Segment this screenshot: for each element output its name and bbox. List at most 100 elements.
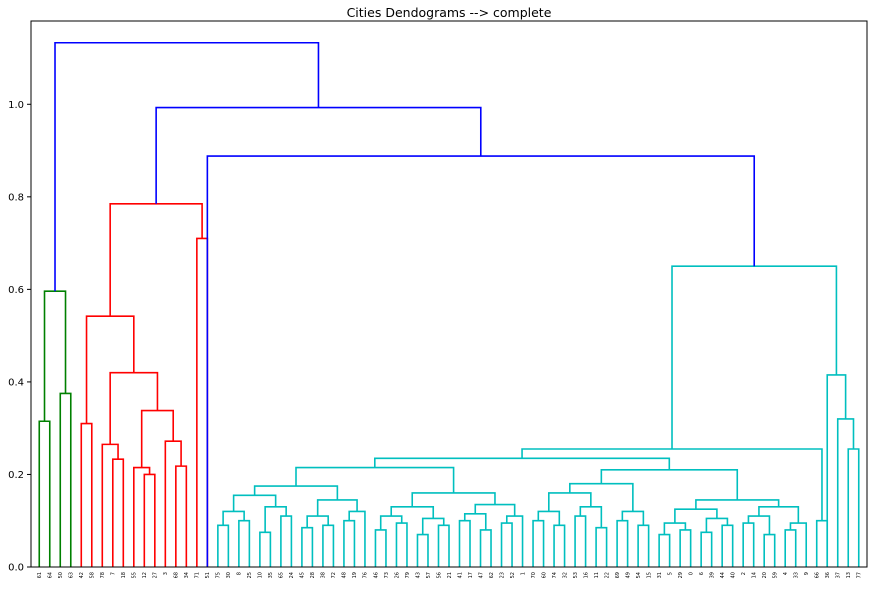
- leaf-label: 23: [499, 572, 505, 578]
- leaf-label: 19: [352, 572, 358, 578]
- leaf-label: 68: [174, 572, 180, 578]
- y-tick-label: 0.6: [8, 285, 24, 296]
- dendrogram-link: [537, 510, 561, 526]
- y-tick-label: 0.8: [8, 192, 24, 203]
- leaf-label: 51: [205, 572, 211, 578]
- dendrogram-link: [54, 41, 320, 292]
- dendrogram-link: [348, 510, 366, 567]
- leaf-label: 60: [541, 572, 547, 578]
- dendrogram-link: [316, 499, 358, 517]
- leaf-label: 33: [794, 572, 800, 578]
- leaf-label: 74: [552, 572, 558, 578]
- leaf-label: 63: [69, 572, 75, 578]
- leaf-label: 31: [657, 572, 663, 578]
- dendrogram-link: [295, 466, 455, 493]
- dendrogram-link: [38, 420, 51, 567]
- leaf-label: 72: [331, 572, 337, 578]
- leaf-label: 32: [562, 572, 568, 578]
- dendrogram-link: [553, 524, 566, 567]
- dendrogram-link: [826, 374, 847, 567]
- leaf-label: 73: [384, 572, 390, 578]
- dendrogram-link: [306, 515, 329, 528]
- dendrogram-link: [721, 524, 734, 567]
- leaf-label: 6: [699, 572, 705, 575]
- leaf-label: 52: [510, 572, 516, 578]
- leaf-label: 39: [709, 572, 715, 578]
- leaf-label: 3: [163, 572, 169, 575]
- leaf-label: 75: [216, 572, 222, 578]
- leaf-label: 9: [804, 572, 810, 575]
- dendrogram-link: [458, 519, 471, 567]
- dendrogram-link: [532, 519, 545, 567]
- leaf-label: 10: [258, 572, 264, 578]
- plot-background: [31, 21, 867, 567]
- dendrogram-link: [133, 466, 151, 567]
- leaf-label: 20: [762, 572, 768, 578]
- leaf-label: 42: [79, 572, 85, 578]
- leaf-label: 79: [405, 572, 411, 578]
- dendrogram-link: [437, 524, 450, 567]
- leaf-label: 40: [730, 572, 736, 578]
- dendrogram-link: [574, 515, 587, 567]
- dendrogram-link: [322, 524, 335, 567]
- dendrogram-link: [637, 524, 650, 567]
- chart-title: Cities Dendograms --> complete: [347, 5, 552, 20]
- leaf-label: 46: [373, 572, 379, 578]
- dendrogram-link: [232, 494, 277, 512]
- leaf-label: 55: [132, 572, 138, 578]
- leaf-label: 65: [279, 572, 285, 578]
- x-axis: 61 64 50 63 42 58 78 7 18 55 12 27 3 68 34 71 51 75 30 8 25 1…: [37, 572, 862, 578]
- leaf-label: 70: [531, 572, 537, 578]
- dendrogram-links: [38, 41, 860, 567]
- leaf-label: 47: [478, 572, 484, 578]
- leaf-label: 7: [111, 572, 117, 575]
- dendrogram-link: [569, 482, 634, 512]
- leaf-label: 4: [783, 572, 789, 575]
- dendrogram-link: [600, 469, 739, 500]
- dendrogram-link: [379, 515, 403, 530]
- leaf-label: 25: [247, 572, 253, 578]
- leaf-label: 12: [142, 572, 148, 578]
- leaf-label: 13: [846, 572, 852, 578]
- leaf-label: 22: [604, 572, 610, 578]
- leaf-label: 38: [321, 572, 327, 578]
- leaf-label: 54: [636, 572, 642, 578]
- dendrogram-link: [206, 155, 756, 567]
- leaf-label: 1: [520, 572, 526, 575]
- leaf-label: 77: [857, 572, 863, 578]
- leaf-label: 5: [667, 572, 673, 575]
- leaf-label: 36: [825, 572, 831, 578]
- dendrogram-link: [621, 510, 645, 526]
- dendrogram-link: [747, 515, 771, 535]
- leaf-label: 34: [184, 572, 190, 578]
- leaf-label: 14: [751, 572, 757, 578]
- leaf-label: 37: [836, 572, 842, 578]
- leaf-label: 62: [489, 572, 495, 578]
- leaf-label: 0: [688, 572, 694, 575]
- leaf-label: 50: [58, 572, 64, 578]
- dendrogram-link: [280, 515, 293, 567]
- leaf-label: 18: [121, 572, 127, 578]
- leaf-label: 30: [226, 572, 232, 578]
- dendrogram-link: [474, 503, 516, 517]
- plot-frame: [30, 20, 868, 568]
- dendrogram-link: [217, 524, 230, 567]
- dendrogram-link: [222, 510, 245, 526]
- leaf-label: 58: [90, 572, 96, 578]
- leaf-label: 49: [625, 572, 631, 578]
- leaf-label: 48: [342, 572, 348, 578]
- leaf-label: 61: [37, 572, 43, 578]
- leaf-label: 24: [289, 572, 295, 578]
- dendrogram-link: [616, 519, 629, 567]
- dendrogram-link: [143, 473, 156, 567]
- leaf-label: 2: [741, 572, 747, 575]
- leaf-label: 64: [48, 572, 54, 578]
- leaf-label: 27: [153, 572, 159, 578]
- leaf-label: 8: [237, 572, 243, 575]
- leaf-label: 53: [573, 572, 579, 578]
- leaf-label: 26: [394, 572, 400, 578]
- leaf-label: 21: [447, 572, 453, 578]
- y-tick-label: 0.0: [8, 563, 24, 574]
